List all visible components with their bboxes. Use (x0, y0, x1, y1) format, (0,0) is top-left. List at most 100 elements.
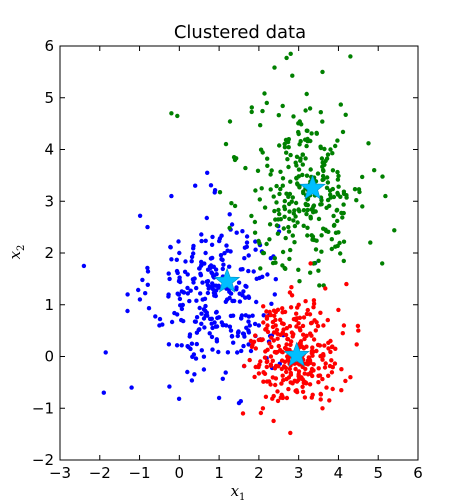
data-point (198, 291, 203, 296)
data-point (180, 302, 185, 308)
data-point (265, 359, 270, 364)
data-point (275, 398, 281, 404)
data-point (209, 242, 215, 247)
data-point (187, 332, 193, 337)
data-point (340, 215, 345, 220)
data-point (285, 139, 291, 145)
data-point (318, 144, 323, 149)
data-point (258, 410, 264, 416)
data-point (276, 113, 281, 118)
data-point (179, 343, 184, 348)
data-point (176, 292, 181, 297)
data-point (296, 321, 301, 326)
data-point (272, 313, 277, 318)
data-point (320, 119, 325, 124)
data-point (316, 268, 321, 273)
data-point (323, 158, 328, 164)
y-tick-label: 0 (44, 348, 54, 366)
data-point (185, 344, 190, 349)
series-1-points (169, 51, 397, 288)
data-point (265, 156, 270, 161)
data-point (294, 154, 300, 159)
data-point (176, 396, 182, 401)
plot-frame (59, 45, 419, 461)
data-point (280, 249, 286, 255)
data-point (311, 337, 317, 342)
data-point (380, 174, 385, 179)
data-point (280, 306, 285, 311)
data-point (320, 164, 325, 169)
data-point (300, 162, 305, 167)
data-point (280, 183, 285, 188)
data-point (185, 272, 190, 277)
data-point (309, 131, 314, 136)
data-point (308, 261, 313, 266)
data-point (192, 372, 197, 377)
data-point (335, 192, 341, 197)
data-point (199, 262, 204, 267)
data-point (332, 361, 338, 366)
y-tick-label: 3 (44, 192, 54, 210)
data-point (278, 332, 283, 337)
data-point (278, 186, 283, 192)
data-point (324, 185, 330, 190)
data-point (305, 128, 310, 133)
data-point (167, 276, 172, 282)
data-point (264, 241, 269, 247)
data-point (223, 370, 228, 375)
y-axis-label-main: x (6, 250, 24, 259)
data-point (333, 143, 338, 149)
data-point (335, 169, 340, 175)
series-2-points (240, 261, 361, 436)
data-point (205, 282, 210, 288)
data-point (284, 347, 289, 352)
data-point (304, 173, 310, 178)
x-axis-label-main: x (231, 482, 240, 500)
data-point (265, 163, 270, 168)
data-point (227, 324, 233, 329)
data-point (341, 239, 347, 244)
data-point (224, 297, 230, 302)
data-point (320, 376, 325, 382)
data-point (199, 311, 204, 316)
data-point (326, 373, 331, 378)
data-point (292, 240, 297, 245)
x-axis-label: x1 (231, 482, 246, 503)
data-point (260, 250, 266, 256)
data-point (336, 307, 341, 313)
data-point (167, 384, 172, 389)
data-point (292, 223, 298, 229)
data-point (289, 339, 294, 344)
data-point (300, 384, 305, 389)
data-point (212, 188, 218, 193)
data-point (392, 228, 397, 233)
data-point (284, 395, 290, 401)
data-point (282, 206, 288, 212)
data-point (264, 309, 269, 314)
data-point (146, 306, 152, 311)
data-point (272, 65, 277, 70)
data-point (210, 271, 215, 276)
data-point (321, 353, 326, 358)
data-point (209, 284, 214, 289)
data-point (249, 344, 255, 349)
data-point (318, 310, 323, 315)
data-point (323, 286, 328, 291)
data-point (264, 100, 269, 106)
data-point (202, 325, 207, 330)
data-point (366, 141, 371, 146)
data-point (341, 191, 347, 196)
data-point (357, 189, 362, 195)
data-point (209, 334, 215, 340)
data-point (214, 324, 220, 329)
data-point (252, 219, 258, 225)
data-point (320, 177, 325, 183)
data-point (282, 145, 288, 150)
data-point (307, 106, 313, 111)
data-point (228, 328, 234, 333)
data-point (276, 364, 281, 369)
data-point (261, 320, 266, 325)
data-point (297, 119, 302, 124)
